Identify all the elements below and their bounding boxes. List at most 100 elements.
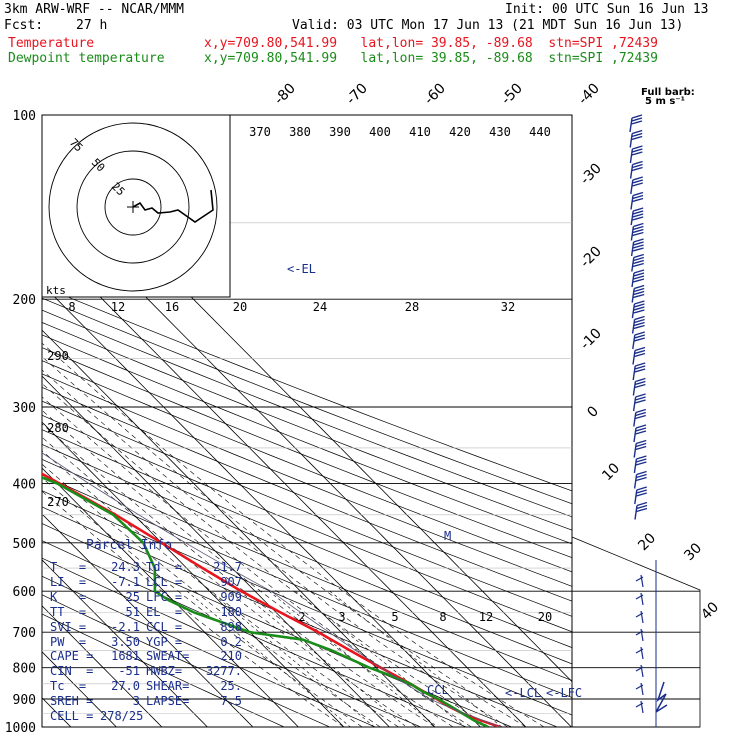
mixing-ratio-label: 3 [338, 610, 345, 624]
isobars [42, 114, 701, 728]
wind-barb-flag [635, 458, 647, 463]
wind-barb-flag [636, 489, 647, 494]
wind-barb-flag [636, 486, 648, 491]
parcel-info-cell: SREH = [50, 694, 94, 709]
wind-barb-flag [632, 231, 644, 237]
wind-barb-flag [633, 321, 645, 327]
wind-barb [633, 412, 637, 427]
parcel-info-row: TT = 51 EL = 180 [50, 605, 242, 619]
hodograph-units: kts [46, 284, 66, 297]
forecast-hour: 27 h [76, 18, 108, 33]
parcel-path [42, 452, 501, 727]
wind-barb-flag [635, 648, 644, 654]
mixing-ratio-label: 5 [391, 610, 398, 624]
parcel-info-cell: 3 [132, 694, 140, 709]
dry-adiabat-label: 280 [47, 421, 69, 435]
wind-barb-flag [633, 222, 644, 228]
parcel-info-cell: HWBZ= [146, 664, 183, 679]
parcel-info-cell: 210 [220, 649, 242, 664]
parcel-info-row: K = 25 LFC = 909 [50, 590, 242, 604]
temperature-legend: Temperature [8, 36, 95, 51]
wind-barb-flag [633, 272, 645, 277]
wind-barb-flag [634, 368, 646, 373]
wind-barb-flag [633, 241, 644, 246]
mixing-ratio-label: 12 [111, 300, 125, 314]
wind-barb-flag [635, 414, 646, 420]
wind-barb-flag [635, 445, 647, 451]
parcel-info-cell: 3277. [205, 664, 242, 679]
parcel-info-cell: 24.3 [111, 560, 140, 574]
parcel-info-cell: 51 [125, 604, 140, 619]
wind-barb-flag [636, 492, 647, 497]
wind-barb [640, 682, 644, 696]
wind-barb-flag [635, 430, 647, 435]
wind-barb-flag [635, 411, 646, 417]
parcel-info-cell: 0.2 [220, 634, 242, 649]
isotherm-label: 10 [599, 460, 623, 484]
mixing-ratio-label: 2 [298, 610, 305, 624]
wind-barb-flag [632, 191, 644, 197]
parcel-info-cell: LAPSE= [146, 694, 190, 709]
wind-barb [640, 574, 644, 588]
isotherm-label: 0 [584, 403, 602, 421]
wind-barb [632, 350, 636, 365]
mixing-ratio-label: 24 [313, 300, 327, 314]
parcel-info-box: Parcel Info T = 24.3 Td = 21.7 LI = -7.1 LCL =… [44, 538, 256, 726]
wind-barb [634, 489, 638, 505]
pressure-tick-label: 600 [13, 585, 36, 600]
wind-barb [630, 179, 634, 195]
wind-barb [629, 164, 634, 179]
wind-barb-flag [632, 262, 644, 268]
wind-barb-flag [632, 213, 644, 218]
isotherm-label: -70 [343, 80, 370, 107]
barb-key-value: 5 m s⁻¹ [645, 96, 685, 107]
wind-barb-flag [634, 399, 646, 404]
hodograph-ring [104, 178, 162, 236]
wind-barb-flag [632, 179, 643, 184]
moist-adiabat-line [42, 369, 508, 727]
wind-barbs [629, 114, 668, 727]
wind-barb-flag [635, 630, 644, 636]
wind-barb-flag [631, 120, 643, 125]
wind-barb-flag [635, 377, 646, 383]
wind-barb-flag [634, 318, 645, 324]
wind-barb [630, 226, 635, 241]
parcel-info-cell: -2.1 [111, 619, 140, 634]
dewpoint-trace [42, 476, 489, 727]
wind-barb-flag [634, 331, 646, 336]
wind-barb-flag [633, 238, 644, 243]
chart-header: 3km ARW-WRF -- NCAR/MMM Init: 00 UTC Sun… [0, 0, 740, 70]
parcel-info-cell: YGP = [146, 634, 183, 649]
theta-e-label: 410 [409, 125, 431, 139]
pressure-tick-label: 400 [13, 477, 36, 492]
barb-key-title: Full barb: [641, 87, 695, 98]
wind-barb [632, 365, 636, 381]
wind-barb-flag [636, 473, 647, 479]
theta-e-label: 380 [289, 125, 311, 139]
wind-barb [629, 148, 634, 164]
dry-adiabat-label: 290 [47, 349, 69, 363]
model-title: 3km ARW-WRF -- NCAR/MMM [4, 2, 185, 17]
wind-barb-flag [632, 228, 644, 234]
wind-barb-flag [632, 207, 644, 212]
wind-barb-flag [632, 244, 644, 249]
parcel-info-cell: K = [50, 589, 87, 604]
wind-barb-flag [632, 163, 643, 169]
wind-barb [640, 592, 644, 606]
wind-barb [631, 257, 635, 272]
wind-barb-flag [632, 278, 645, 283]
theta-e-label: 390 [329, 125, 351, 139]
moist-adiabat-line [42, 463, 381, 727]
pressure-tick-label: 300 [13, 401, 36, 416]
parcel-info-cell: 25. [220, 679, 242, 694]
parcel-info-cell: CCL = [146, 619, 183, 634]
wind-barb-flag [634, 346, 646, 352]
wind-barb-flag [635, 393, 646, 398]
wind-barb-flag [633, 293, 645, 299]
mixing-ratio-label: 8 [68, 300, 75, 314]
theta-e-label: 370 [249, 125, 271, 139]
wind-barb-flag [631, 148, 643, 153]
wind-barb [633, 474, 638, 489]
wind-barb-flag [631, 135, 643, 141]
marker-el: <-EL [287, 262, 316, 276]
